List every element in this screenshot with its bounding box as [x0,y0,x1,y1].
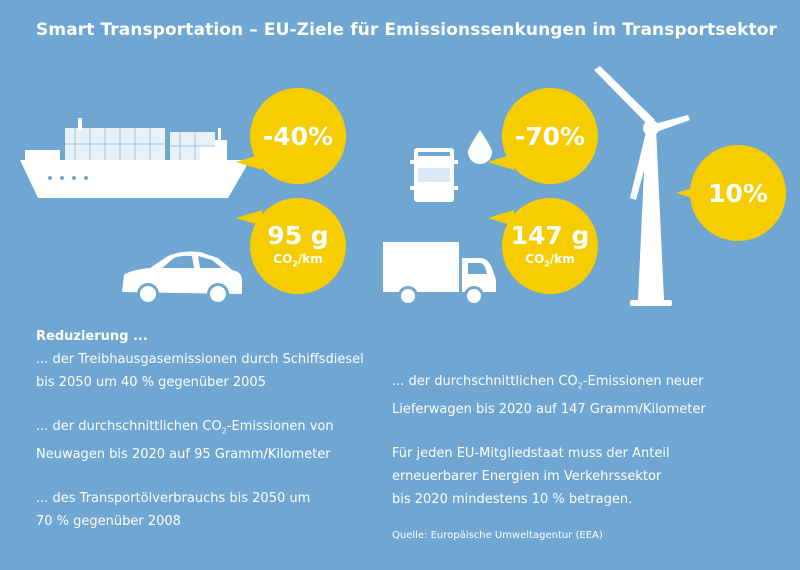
truck-icon [383,242,496,306]
bubble-oil-reduction: -70% [488,88,598,184]
right-text-column: ... der durchschnittlichen CO2-Emissione… [392,370,706,532]
text-paragraph: ... der durchschnittlichen CO2-Emissione… [36,419,334,462]
text-paragraph: Für jeden EU-Mitgliedstaat muss der Ante… [392,445,670,507]
section-heading: Reduzierung ... [36,329,148,344]
container-ship-icon [20,118,250,198]
bubble-renewable-share: 10% [676,145,786,241]
car-icon [122,251,242,305]
left-text-column: Reduzierung ... ... der Treibhausgasemis… [36,325,364,554]
bubble-car-emissions: 95 g CO2/km [236,198,346,294]
source-note: Quelle: Europäische Umweltagentur (EEA) [392,530,603,541]
unit-label: CO2/km [273,252,323,269]
oil-barrel-icon [410,148,458,202]
text-paragraph: ... der durchschnittlichen CO2-Emissione… [392,374,706,417]
unit-label: CO2/km [525,252,575,269]
bubble-truck-emissions: 147 g CO2/km [488,198,598,294]
wind-turbine-icon [594,66,690,306]
text-paragraph: ... des Transportölverbrauchs bis 2050 u… [36,490,311,529]
page-title: Smart Transportation – EU-Ziele für Emis… [36,20,777,40]
oil-drop-icon [468,130,492,164]
text-paragraph: ... der Treibhausgasemissionen durch Sch… [36,352,364,390]
bubble-ship-reduction: -40% [236,88,346,184]
